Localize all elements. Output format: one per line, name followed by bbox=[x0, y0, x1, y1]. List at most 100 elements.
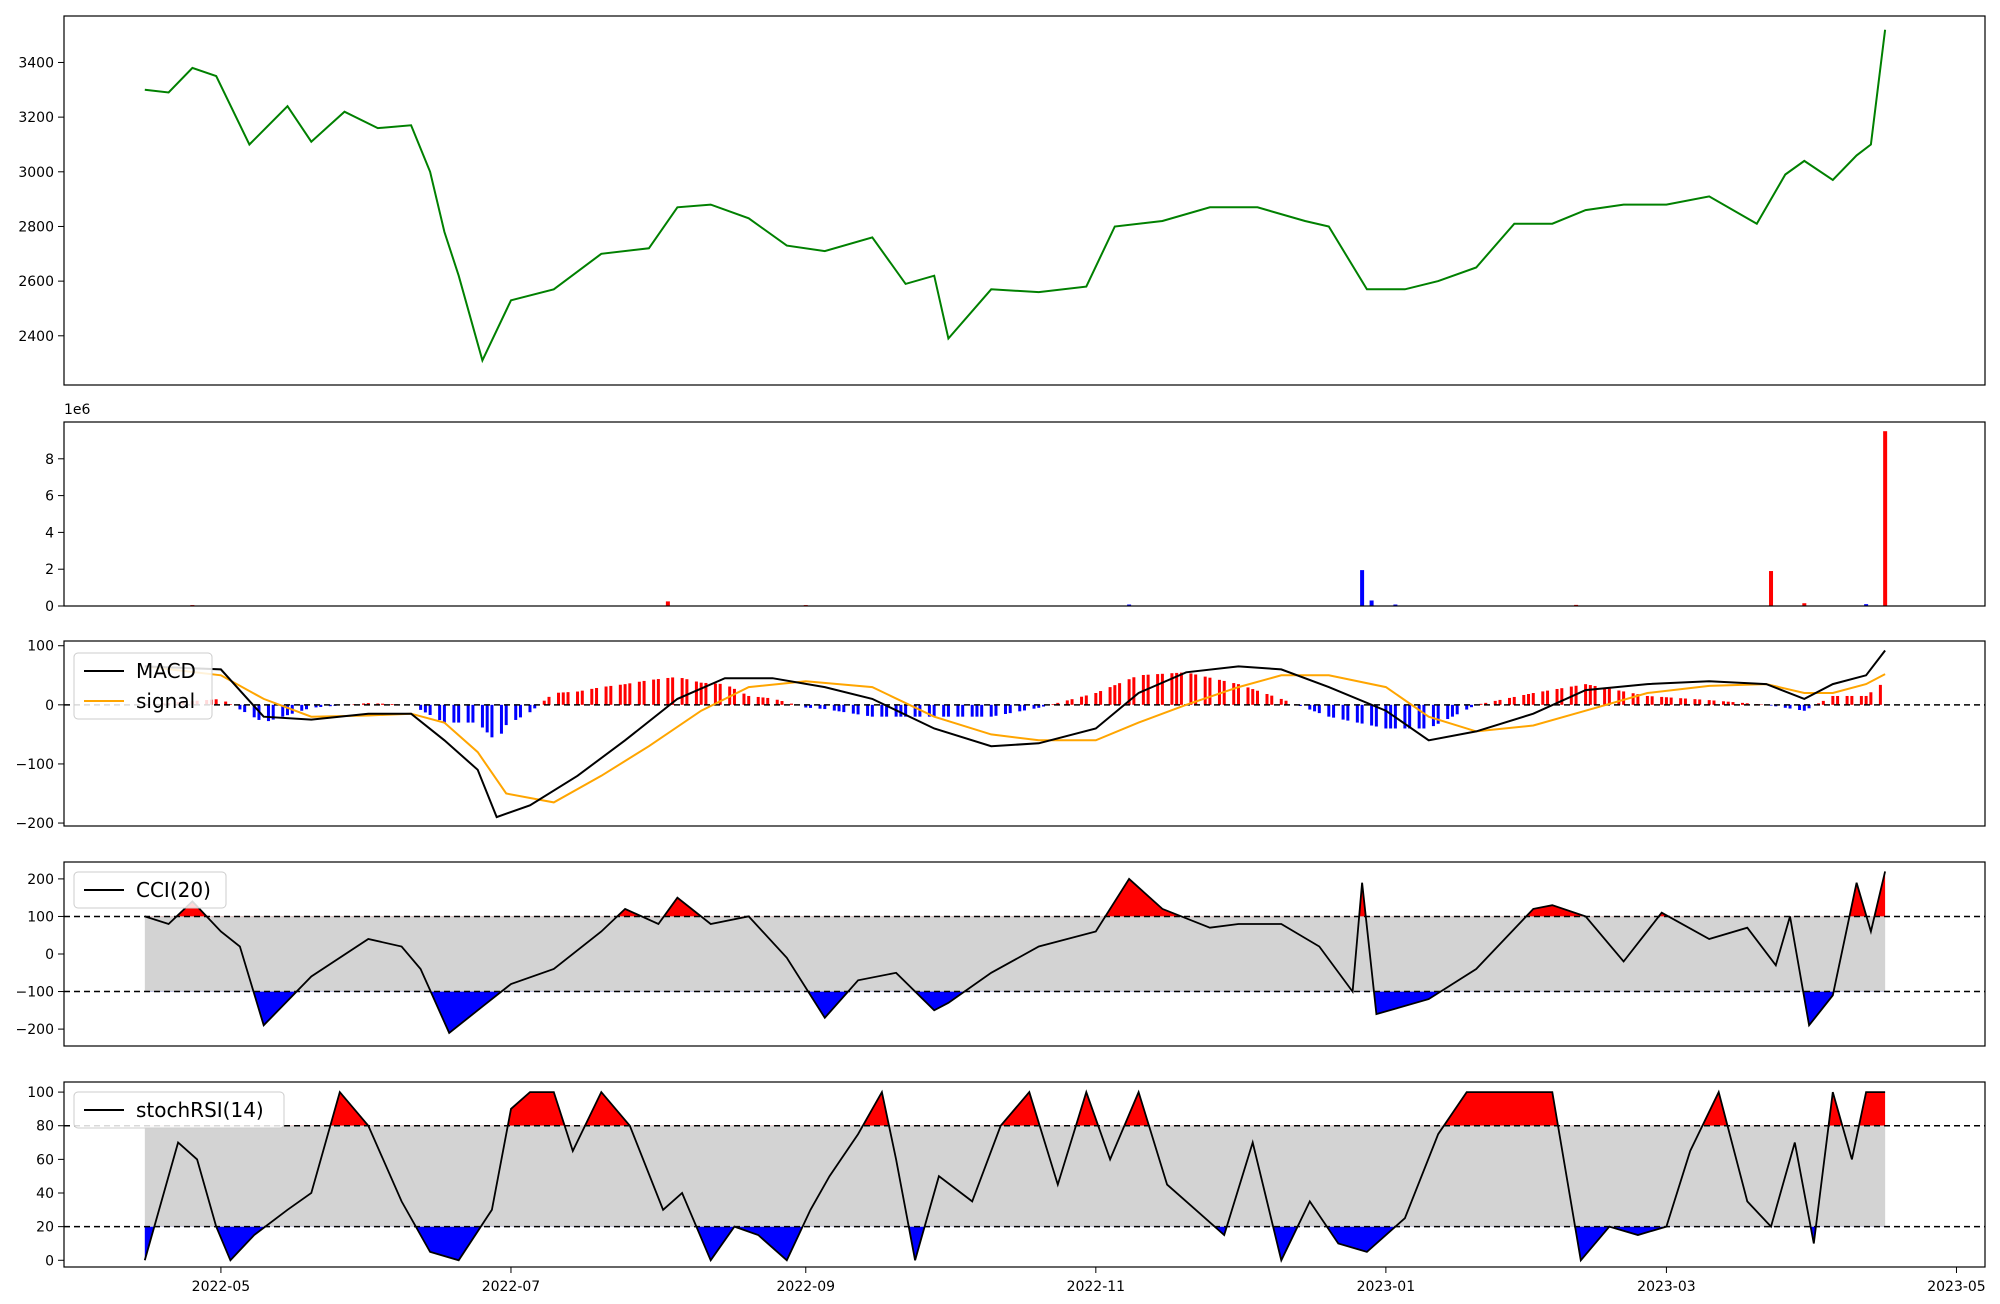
macd-histogram-bar bbox=[1346, 705, 1349, 721]
macd-histogram-bar bbox=[1532, 693, 1535, 705]
cci-legend-label: CCI(20) bbox=[136, 878, 211, 902]
macd-histogram-bar bbox=[681, 678, 684, 705]
macd-histogram-bar bbox=[766, 698, 769, 705]
macd-histogram-bar bbox=[419, 705, 422, 710]
macd-histogram-bar bbox=[424, 705, 427, 713]
price-y-tick-label: 2800 bbox=[18, 219, 54, 235]
macd-y-tick-label: −100 bbox=[16, 757, 54, 773]
volume-bar bbox=[1769, 571, 1773, 606]
volume-y-tick-label: 8 bbox=[45, 452, 54, 468]
macd-histogram-bar bbox=[947, 705, 950, 717]
macd-histogram-bar bbox=[666, 678, 669, 705]
macd-histogram-bar bbox=[481, 705, 484, 728]
macd-histogram-bar bbox=[761, 697, 764, 704]
macd-histogram-bar bbox=[880, 705, 883, 717]
macd-histogram-bar bbox=[1831, 696, 1834, 705]
macd-histogram-bar bbox=[1422, 705, 1425, 729]
macd-histogram-bar bbox=[842, 705, 845, 712]
macd-histogram-bar bbox=[1860, 696, 1863, 705]
macd-histogram-bar bbox=[994, 705, 997, 716]
macd-histogram-bar bbox=[1356, 705, 1359, 723]
macd-histogram-bar bbox=[1803, 705, 1806, 711]
macd-histogram-bar bbox=[933, 705, 936, 717]
macd-histogram-bar bbox=[619, 685, 622, 705]
macd-histogram-bar bbox=[1879, 685, 1882, 705]
macd-histogram-bar bbox=[956, 705, 959, 717]
x-axis-tick-label: 2023-05 bbox=[1927, 1279, 1986, 1295]
macd-histogram-bar bbox=[609, 686, 612, 705]
macd-histogram-bar bbox=[776, 700, 779, 705]
macd-histogram-bar bbox=[1446, 705, 1449, 719]
macd-histogram-bar bbox=[1698, 699, 1701, 704]
macd-histogram-bar bbox=[267, 705, 270, 721]
macd-histogram-bar bbox=[733, 689, 736, 705]
macd-histogram-bar bbox=[1608, 689, 1611, 705]
macd-histogram-bar bbox=[624, 684, 627, 705]
macd-histogram-bar bbox=[1266, 694, 1269, 705]
x-axis-tick-label: 2022-07 bbox=[482, 1279, 541, 1295]
macd-histogram-bar bbox=[528, 705, 531, 712]
macd-histogram-bar bbox=[685, 679, 688, 705]
macd-histogram-bar bbox=[1869, 692, 1872, 705]
macd-histogram-bar bbox=[1313, 705, 1316, 712]
macd-y-tick-label: 0 bbox=[45, 698, 54, 714]
volume-bar bbox=[1370, 600, 1374, 606]
macd-histogram-bar bbox=[871, 705, 874, 717]
macd-histogram-bar bbox=[747, 696, 750, 705]
macd-y-tick-label: −200 bbox=[16, 816, 54, 832]
macd-histogram-bar bbox=[1109, 687, 1112, 705]
cci-y-tick-label: −200 bbox=[16, 1022, 54, 1038]
macd-histogram-bar bbox=[1617, 691, 1620, 705]
macd-histogram-bar bbox=[1451, 705, 1454, 717]
macd-histogram-bar bbox=[391, 704, 394, 705]
macd-histogram-bar bbox=[1180, 673, 1183, 705]
stochrsi-y-tick-label: 20 bbox=[36, 1220, 54, 1236]
stochrsi-neutral-band bbox=[145, 1126, 1885, 1227]
macd-histogram-bar bbox=[1018, 705, 1021, 712]
macd-histogram-bar bbox=[652, 680, 655, 705]
macd-histogram-bar bbox=[1865, 696, 1868, 705]
cci-y-tick-label: 100 bbox=[27, 909, 54, 925]
macd-histogram-bar bbox=[1327, 705, 1330, 717]
macd-histogram-bar bbox=[605, 687, 608, 705]
macd-histogram-bar bbox=[1256, 691, 1259, 705]
volume-bar bbox=[666, 601, 670, 606]
price-y-tick-label: 2600 bbox=[18, 274, 54, 290]
x-axis-tick-label: 2023-01 bbox=[1357, 1279, 1416, 1295]
volume-y-tick-label: 2 bbox=[45, 562, 54, 578]
macd-histogram-bar bbox=[1004, 705, 1007, 714]
macd-histogram-bar bbox=[1589, 685, 1592, 705]
macd-histogram-bar bbox=[1584, 684, 1587, 705]
price-panel-frame bbox=[64, 16, 1985, 385]
macd-histogram-bar bbox=[1679, 698, 1682, 705]
volume-exponent-label: 1e6 bbox=[64, 402, 91, 418]
macd-histogram-bar bbox=[971, 705, 974, 717]
price-y-tick-label: 3200 bbox=[18, 110, 54, 126]
macd-histogram-bar bbox=[1318, 705, 1321, 713]
macd-histogram-bar bbox=[975, 705, 978, 717]
macd-histogram-bar bbox=[1094, 693, 1097, 705]
macd-histogram-bar bbox=[1846, 696, 1849, 705]
volume-y-tick-label: 0 bbox=[45, 599, 54, 615]
macd-histogram-bar bbox=[757, 697, 760, 705]
macd-histogram-bar bbox=[548, 697, 551, 705]
macd-histogram-bar bbox=[590, 689, 593, 705]
macd-histogram-bar bbox=[700, 683, 703, 705]
macd-histogram-bar bbox=[300, 705, 303, 711]
macd-histogram-bar bbox=[1603, 688, 1606, 705]
macd-histogram-bar bbox=[490, 705, 493, 738]
macd-histogram-bar bbox=[1646, 696, 1649, 705]
x-axis-tick-label: 2022-05 bbox=[192, 1279, 251, 1295]
macd-histogram-bar bbox=[1622, 691, 1625, 704]
macd-histogram-bar bbox=[1118, 683, 1121, 705]
macd-histogram-bar bbox=[471, 705, 474, 723]
macd-histogram-bar bbox=[452, 705, 455, 723]
macd-panel-frame bbox=[64, 641, 1985, 826]
cci-legend: CCI(20) bbox=[74, 872, 226, 908]
macd-histogram-bar bbox=[1361, 705, 1364, 724]
macd-histogram-bar bbox=[1280, 699, 1283, 705]
macd-histogram-bar bbox=[514, 705, 517, 720]
macd-histogram-bar bbox=[1456, 705, 1459, 714]
